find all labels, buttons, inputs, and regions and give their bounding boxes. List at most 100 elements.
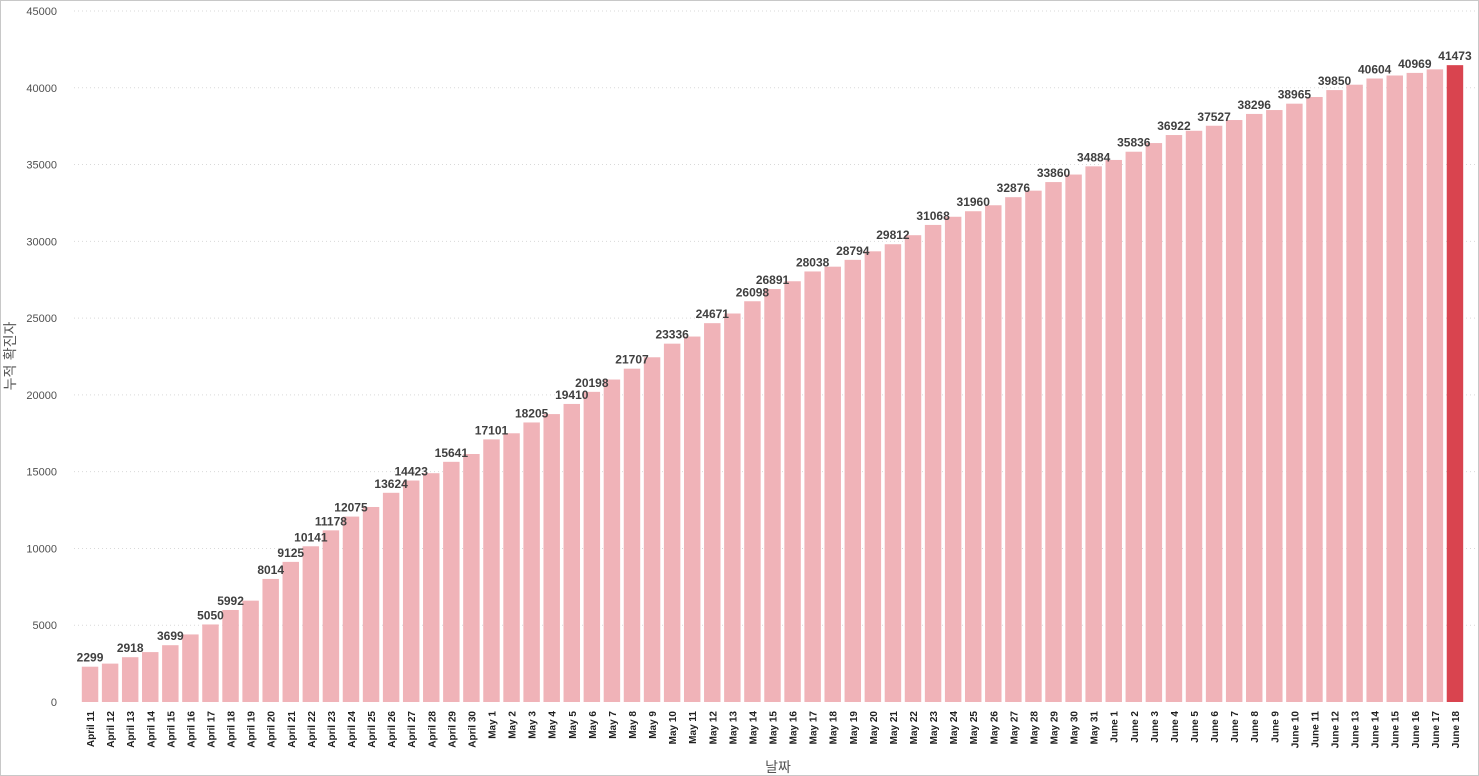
x-tick-label: June 14 xyxy=(1371,711,1382,749)
data-label: 36922 xyxy=(1157,119,1191,133)
x-tick-label: June 8 xyxy=(1250,711,1261,743)
y-tick-label: 15000 xyxy=(26,467,57,479)
data-label: 26098 xyxy=(736,285,770,299)
x-tick-label: May 1 xyxy=(487,711,498,739)
bar xyxy=(242,600,259,702)
y-tick-label: 20000 xyxy=(26,390,57,402)
x-tick-label: May 11 xyxy=(688,711,699,744)
x-tick-label: May 3 xyxy=(528,711,539,739)
bar xyxy=(402,480,420,702)
bar xyxy=(523,422,540,702)
bar xyxy=(1125,151,1143,702)
x-tick-label: April 16 xyxy=(186,711,197,748)
bar xyxy=(322,530,340,702)
bar xyxy=(844,259,862,702)
bar xyxy=(784,281,801,702)
x-tick-label: May 8 xyxy=(628,711,639,739)
bar xyxy=(643,357,661,702)
data-label: 3699 xyxy=(157,629,184,643)
bar xyxy=(222,609,239,702)
bar xyxy=(1225,120,1243,703)
bar xyxy=(623,368,641,702)
bar xyxy=(262,578,279,702)
bar xyxy=(1005,197,1022,702)
x-tick-label: June 12 xyxy=(1331,711,1342,749)
bar xyxy=(864,251,882,702)
y-tick-label: 45000 xyxy=(26,6,57,18)
data-label: 40969 xyxy=(1398,57,1432,71)
bar xyxy=(724,313,741,702)
bar xyxy=(804,271,821,702)
x-tick-label: April 21 xyxy=(287,711,298,748)
bar xyxy=(663,343,681,702)
bar xyxy=(543,414,560,702)
bar xyxy=(884,244,902,702)
x-tick-label: April 30 xyxy=(467,711,478,748)
data-label: 40604 xyxy=(1358,63,1392,77)
bar xyxy=(744,301,761,702)
bar xyxy=(382,492,400,702)
data-label: 32876 xyxy=(997,181,1031,195)
bar xyxy=(142,652,159,702)
x-tick-label: May 2 xyxy=(508,711,519,739)
y-axis-ticks: 0 5000 10000 15000 20000 25000 30000 35000 40000… xyxy=(26,6,57,709)
bar xyxy=(1306,96,1323,703)
bar xyxy=(342,516,360,702)
bar xyxy=(202,624,219,702)
x-tick-label: April 18 xyxy=(227,711,238,748)
bar xyxy=(463,454,480,702)
data-label: 20198 xyxy=(575,376,609,390)
data-label: 28794 xyxy=(836,244,870,258)
x-tick-label: May 17 xyxy=(809,711,820,745)
x-tick-label: May 18 xyxy=(829,711,840,745)
data-label: 9125 xyxy=(277,546,304,560)
data-label: 15641 xyxy=(435,446,469,460)
y-tick-label: 40000 xyxy=(26,83,57,95)
x-axis-ticks: April 11 April 12 April 13 April 14 April 15… xyxy=(86,711,1462,749)
x-tick-label: May 24 xyxy=(949,711,960,745)
x-tick-label: April 14 xyxy=(146,711,157,748)
bar xyxy=(101,663,119,702)
data-label: 12075 xyxy=(334,501,368,515)
x-tick-label: April 29 xyxy=(447,711,458,748)
bar xyxy=(1386,75,1403,702)
y-axis-label: 누적 확진자 xyxy=(3,321,19,390)
data-label: 29812 xyxy=(876,228,910,242)
x-tick-label: May 9 xyxy=(648,711,659,739)
x-tick-label: April 19 xyxy=(247,711,258,748)
x-tick-label: June 6 xyxy=(1210,711,1221,743)
x-tick-label: May 31 xyxy=(1090,711,1101,745)
bar xyxy=(704,323,721,702)
y-tick-label: 10000 xyxy=(26,543,57,555)
x-tick-label: April 12 xyxy=(106,711,117,748)
data-label: 21707 xyxy=(615,353,649,367)
bar xyxy=(121,657,139,702)
x-tick-label: April 13 xyxy=(126,711,137,748)
data-label: 14423 xyxy=(395,465,429,479)
bar xyxy=(162,645,179,702)
bar xyxy=(1065,174,1082,702)
x-tick-label: June 2 xyxy=(1130,711,1141,743)
data-label: 11178 xyxy=(315,514,347,528)
bar xyxy=(683,336,701,702)
x-tick-label: May 4 xyxy=(548,711,559,739)
bar xyxy=(503,433,520,702)
data-label: 8014 xyxy=(257,563,284,577)
x-tick-label: May 13 xyxy=(728,711,739,745)
bar xyxy=(1426,69,1444,702)
bar xyxy=(1205,125,1223,702)
bar xyxy=(1446,65,1464,702)
x-tick-label: May 15 xyxy=(769,711,780,745)
x-tick-label: June 17 xyxy=(1431,711,1442,749)
x-tick-label: May 28 xyxy=(1029,711,1040,745)
data-label: 18205 xyxy=(515,406,549,420)
x-tick-label: June 9 xyxy=(1270,711,1281,743)
bar xyxy=(443,461,460,702)
x-tick-label: June 4 xyxy=(1170,711,1181,743)
data-label: 2918 xyxy=(117,641,144,655)
bar xyxy=(302,546,320,702)
bar xyxy=(1105,159,1122,703)
x-tick-label: May 20 xyxy=(869,711,880,745)
bar xyxy=(1045,182,1062,702)
data-label: 17101 xyxy=(475,423,509,437)
